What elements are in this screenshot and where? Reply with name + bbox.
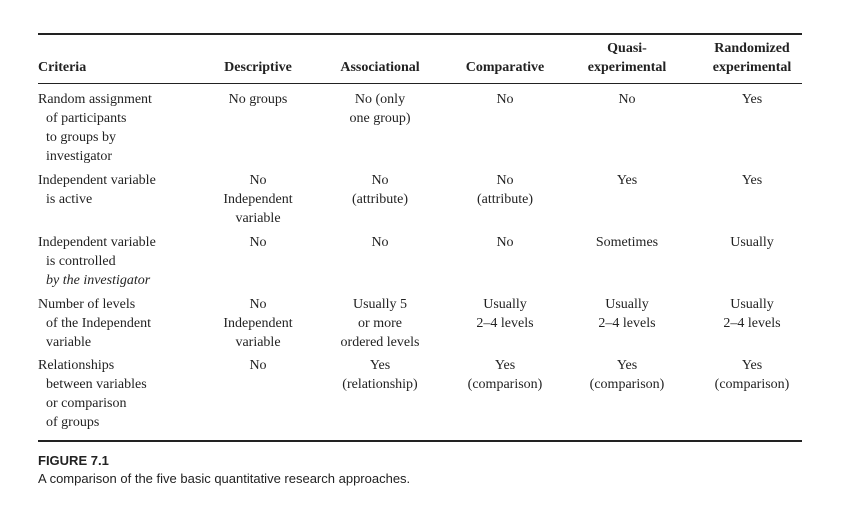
table-cell: 2–4 levels [598, 316, 656, 331]
row-criterion: of the Independent [46, 316, 151, 331]
table-cell: variable [235, 335, 281, 350]
row-criterion: Random assignment [38, 92, 152, 107]
table-cell: Yes [741, 358, 763, 373]
table-cell: (attribute) [352, 192, 408, 207]
table-cell: No [496, 92, 514, 107]
table-cell: variable [235, 211, 281, 226]
column-header: Associational [340, 60, 420, 75]
table-cell: 2–4 levels [723, 316, 781, 331]
table-cell: No [618, 92, 636, 107]
table-cell: Yes [741, 173, 763, 188]
column-header: Descriptive [224, 60, 292, 75]
table-cell: (comparison) [467, 377, 543, 392]
row-criterion: Independent variable [38, 235, 156, 250]
table-cell: or more [358, 316, 402, 331]
row-criterion: of participants [46, 111, 127, 126]
table-cell: Independent [223, 192, 293, 207]
row-criterion: Independent variable [38, 173, 156, 188]
column-header: Quasi- [607, 41, 647, 56]
row-criterion: is active [46, 192, 93, 207]
row-criterion: between variables [46, 377, 147, 392]
table-cell: Yes [616, 173, 638, 188]
table-cell: (comparison) [589, 377, 665, 392]
table-cell: Sometimes [595, 235, 659, 250]
table-cell: Yes [616, 358, 638, 373]
table-cell: (attribute) [477, 192, 533, 207]
table-cell: Usually [483, 297, 527, 312]
row-criterion: investigator [46, 149, 113, 164]
table-cell: No [496, 235, 514, 250]
table-cell: No [371, 235, 389, 250]
table-cell: No groups [228, 92, 288, 107]
table-cell: Yes [369, 358, 391, 373]
column-header: Comparative [465, 60, 545, 75]
column-header: experimental [587, 60, 667, 75]
row-criterion: Relationships [38, 358, 115, 373]
row-criterion: to groups by [46, 130, 116, 145]
top-rule [38, 33, 802, 35]
column-header: Criteria [38, 60, 87, 75]
table-cell: (comparison) [714, 377, 790, 392]
bottom-rule [38, 440, 802, 442]
table-cell: No [371, 173, 389, 188]
column-header: experimental [712, 60, 792, 75]
figure-label: FIGURE 7.1 [38, 453, 109, 468]
table-cell: No [249, 173, 267, 188]
table-cell: Usually 5 [352, 297, 408, 312]
table-cell: Usually [730, 235, 774, 250]
table-cell: No [249, 235, 267, 250]
row-criterion: by the investigator [46, 273, 151, 288]
table-cell: Usually [730, 297, 774, 312]
table-cell: 2–4 levels [476, 316, 534, 331]
table-cell: Yes [494, 358, 516, 373]
table-cell: No [249, 358, 267, 373]
row-criterion: variable [46, 335, 92, 350]
table-cell: Usually [605, 297, 649, 312]
table-cell: Independent [223, 316, 293, 331]
row-criterion: Number of levels [38, 297, 136, 312]
row-criterion: of groups [46, 415, 100, 430]
table-cell: Yes [741, 92, 763, 107]
header-rule [38, 83, 802, 84]
row-criterion: is controlled [46, 254, 116, 269]
table-cell: No [249, 297, 267, 312]
column-header: Randomized [714, 41, 790, 56]
table-cell: No (only [354, 92, 406, 107]
table-cell: ordered levels [340, 335, 420, 350]
figure-caption: A comparison of the five basic quantitat… [38, 471, 411, 486]
table-cell: one group) [349, 111, 411, 126]
row-criterion: or comparison [46, 396, 127, 411]
table-cell: No [496, 173, 514, 188]
table-cell: (relationship) [342, 377, 418, 392]
